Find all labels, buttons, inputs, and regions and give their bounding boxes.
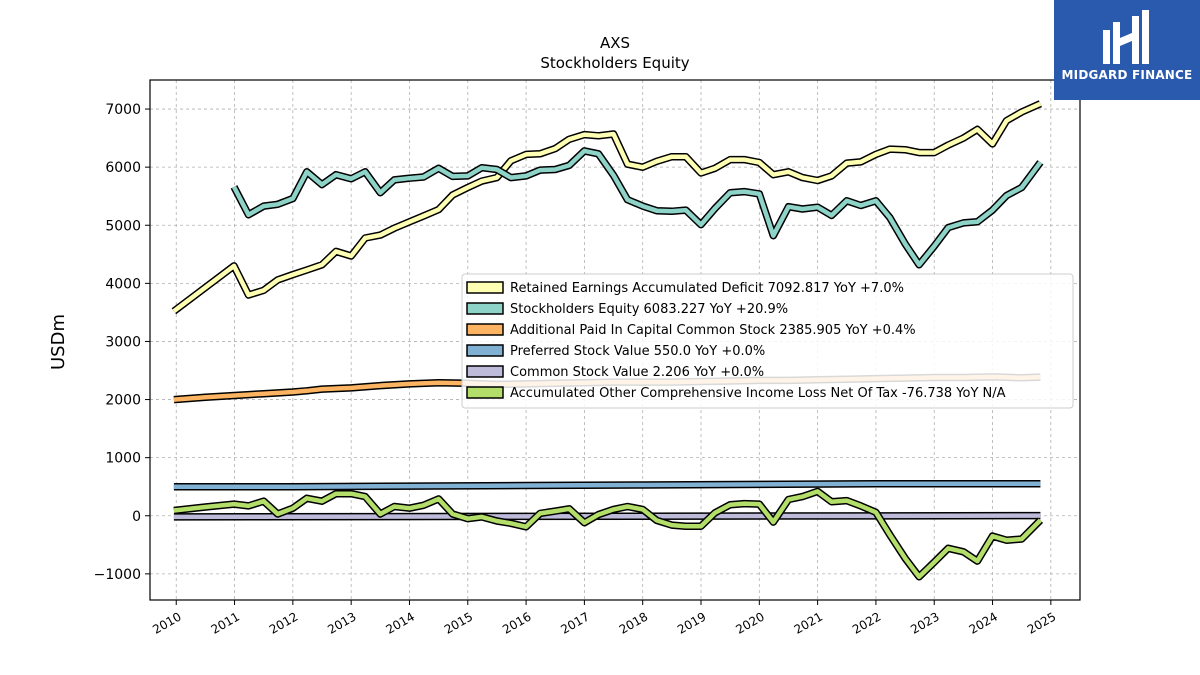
legend-box xyxy=(461,273,1074,409)
plot-frame xyxy=(149,79,1081,601)
legend-swatch xyxy=(466,302,504,315)
legend-swatch xyxy=(466,281,504,294)
x-tick-label: 2010 xyxy=(150,609,183,636)
legend-swatch xyxy=(466,323,504,336)
legend-label: Common Stock Value 2.206 YoY +0.0% xyxy=(510,365,764,380)
x-tick-label: 2021 xyxy=(792,609,825,636)
chart-subtitle: Stockholders Equity xyxy=(540,54,689,72)
legend-swatch xyxy=(466,344,504,357)
chart-title: AXS xyxy=(600,34,630,52)
legend-label: Preferred Stock Value 550.0 YoY +0.0% xyxy=(510,344,765,359)
x-tick-label: 2025 xyxy=(1025,609,1058,636)
legend-label: Additional Paid In Capital Common Stock … xyxy=(510,323,916,338)
legend-item: Preferred Stock Value 550.0 YoY +0.0% xyxy=(466,344,765,359)
x-tick-label: 2015 xyxy=(442,609,475,636)
legend-item: Accumulated Other Comprehensive Income L… xyxy=(466,386,1006,401)
y-tick-label: 2000 xyxy=(105,393,141,409)
series-line xyxy=(172,101,1042,313)
series-3 xyxy=(173,480,1041,491)
x-tick-label: 2018 xyxy=(617,609,650,636)
x-tick-label: 2013 xyxy=(325,609,358,636)
legend-swatch xyxy=(466,365,504,378)
series-1 xyxy=(230,147,1044,269)
legend-label: Retained Earnings Accumulated Deficit 70… xyxy=(510,281,904,296)
legend-label: Stockholders Equity 6083.227 YoY +20.9% xyxy=(510,302,788,317)
series-line xyxy=(232,148,1043,268)
series-line xyxy=(173,481,1041,489)
series-4 xyxy=(173,511,1041,521)
brand-logo: MIDGARD FINANCE xyxy=(1054,0,1200,100)
legend: Retained Earnings Accumulated Deficit 70… xyxy=(461,273,1074,409)
legend-item: Additional Paid In Capital Common Stock … xyxy=(466,323,916,338)
y-axis-ticks: −1000 0 1000 2000 3000 4000 5000 6000 7000 xyxy=(94,102,150,583)
brand-mark-icon xyxy=(1103,10,1149,64)
series-line xyxy=(173,513,1041,520)
y-tick-label: 0 xyxy=(132,509,141,525)
legend-swatch xyxy=(466,386,504,399)
x-tick-label: 2011 xyxy=(209,609,242,636)
x-axis-ticks: 2010 2011 2012 2013 2014 2015 2016 2017 2018 2019… xyxy=(150,600,1058,637)
series-line xyxy=(173,489,1042,580)
series-0 xyxy=(171,100,1042,315)
series-5 xyxy=(173,487,1044,581)
legend-item: Stockholders Equity 6083.227 YoY +20.9% xyxy=(466,302,788,317)
y-tick-label: 6000 xyxy=(105,160,141,176)
x-tick-label: 2012 xyxy=(267,609,300,636)
x-tick-label: 2014 xyxy=(384,609,417,636)
y-tick-label: −1000 xyxy=(94,567,141,583)
y-axis-label: USDm xyxy=(48,314,69,370)
legend-label: Accumulated Other Comprehensive Income L… xyxy=(510,386,1006,401)
x-tick-label: 2020 xyxy=(733,609,766,636)
y-tick-label: 7000 xyxy=(105,102,141,118)
legend-item: Common Stock Value 2.206 YoY +0.0% xyxy=(466,365,764,380)
legend-item: Retained Earnings Accumulated Deficit 70… xyxy=(466,281,904,296)
brand-name: MIDGARD FINANCE xyxy=(1061,68,1193,82)
x-tick-label: 2017 xyxy=(558,609,591,636)
y-tick-label: 3000 xyxy=(105,334,141,350)
y-tick-label: 1000 xyxy=(105,451,141,467)
x-tick-label: 2024 xyxy=(967,609,1000,636)
x-tick-label: 2016 xyxy=(500,609,533,636)
y-tick-label: 5000 xyxy=(105,218,141,234)
x-tick-label: 2022 xyxy=(850,609,883,636)
x-tick-label: 2019 xyxy=(675,609,708,636)
y-tick-label: 4000 xyxy=(105,276,141,292)
x-tick-label: 2023 xyxy=(908,609,941,636)
